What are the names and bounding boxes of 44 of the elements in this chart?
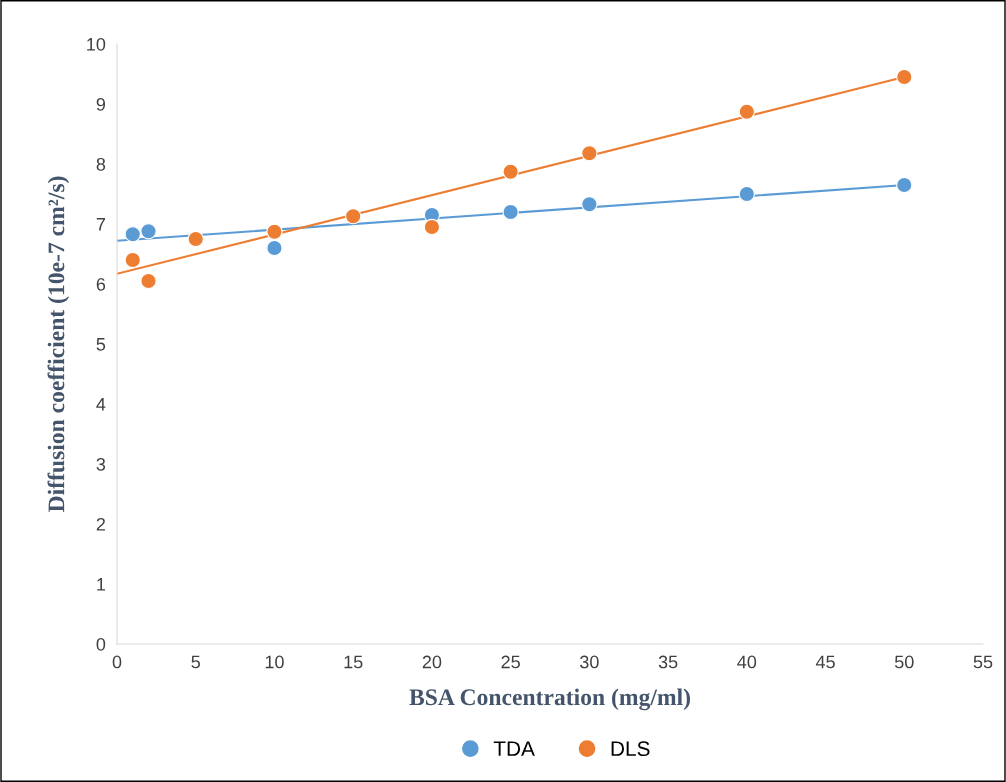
y-tick-label: 5 [96, 338, 106, 351]
legend-label: DLS [611, 741, 650, 757]
y-tick-label: 2 [96, 517, 105, 531]
x-tick-label: 15 [344, 655, 363, 669]
point [124, 226, 141, 243]
y-tick-label: 7 [96, 218, 105, 231]
x-tick-label: 25 [501, 655, 520, 669]
point [140, 272, 157, 290]
y-tick-label: 1 [97, 578, 106, 591]
y-tick-label: 0 [96, 637, 106, 651]
y-axis-title: Diffusion coefficient (10e-7 cm²/s) [47, 176, 70, 513]
y-tick-label: 9 [96, 97, 106, 111]
x-tick-label: 45 [815, 655, 835, 669]
legend-label: TDA [493, 741, 535, 756]
x-tick-label: 40 [737, 655, 757, 669]
point [124, 251, 141, 269]
point [266, 223, 283, 240]
y-tick-label: 4 [96, 398, 106, 411]
x-tick-label: 5 [191, 655, 200, 669]
point [581, 145, 598, 162]
x-tick-label: 30 [580, 655, 599, 669]
x-tick-label: 20 [422, 655, 442, 669]
point [738, 103, 755, 120]
point [581, 196, 598, 213]
y-tick-label: 6 [96, 277, 106, 291]
x-tick-label: 55 [973, 655, 993, 669]
y-tick-label: 10 [87, 37, 106, 51]
point [502, 203, 519, 221]
x-tick-label: 50 [894, 655, 914, 669]
point [266, 239, 283, 257]
point [502, 163, 519, 180]
point [896, 68, 913, 86]
point [738, 185, 755, 203]
x-tick-label: 10 [265, 655, 284, 669]
point [345, 208, 362, 225]
y-tick-label: 3 [96, 457, 106, 471]
point [423, 218, 441, 236]
point [187, 230, 204, 248]
point [896, 176, 913, 194]
x-tick-label: 0 [112, 655, 122, 669]
point [140, 223, 157, 240]
x-axis-title: BSA Concentration (mg/ml) [409, 688, 690, 711]
x-tick-label: 35 [658, 655, 678, 669]
y-tick-label: 8 [96, 157, 106, 171]
